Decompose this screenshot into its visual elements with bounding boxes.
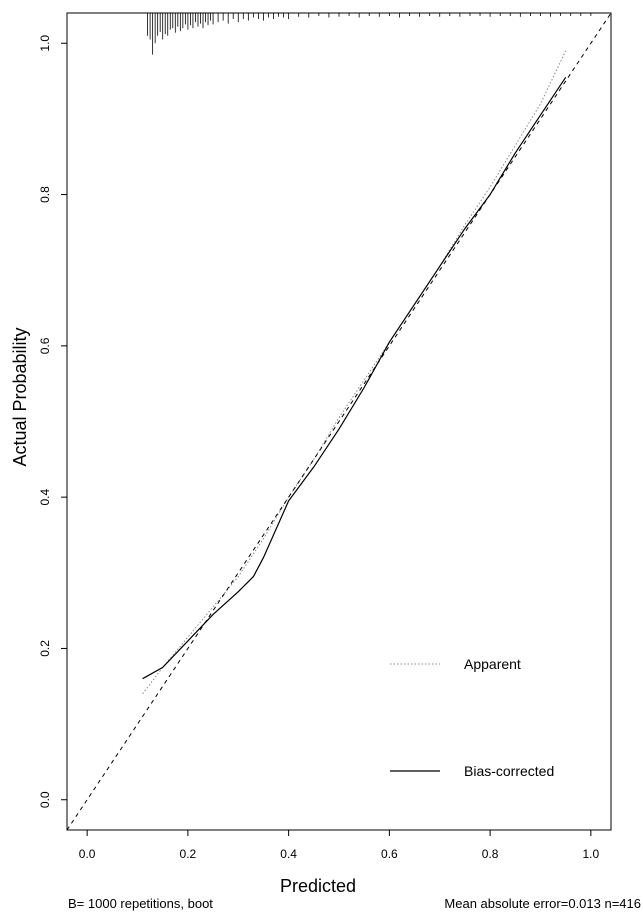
y-tick-label: 0.0 bbox=[38, 791, 52, 808]
footnote-error: Mean absolute error=0.013 n=416 bbox=[444, 896, 641, 911]
x-tick-label: 0.4 bbox=[280, 847, 297, 861]
legend-label-bias-corrected: Bias-corrected bbox=[464, 763, 554, 779]
series-line-reference-diagonal bbox=[66, 12, 612, 831]
y-axis: 0.0 0.2 0.4 0.6 0.8 1.0 bbox=[38, 35, 67, 808]
y-tick-label: 1.0 bbox=[38, 35, 52, 52]
y-tick-label: 0.4 bbox=[38, 488, 52, 505]
x-tick-label: 0.2 bbox=[180, 847, 197, 861]
y-axis-title: Actual Probability bbox=[10, 327, 30, 466]
x-axis: 0.0 0.2 0.4 0.6 0.8 1.0 bbox=[79, 830, 600, 861]
x-tick-label: 1.0 bbox=[583, 847, 600, 861]
series-line-apparent bbox=[142, 50, 567, 695]
rug-marks bbox=[147, 13, 592, 55]
x-tick-label: 0.6 bbox=[381, 847, 398, 861]
footnote-repetitions: B= 1000 repetitions, boot bbox=[68, 896, 213, 911]
y-tick-label: 0.6 bbox=[38, 337, 52, 354]
y-tick-label: 0.2 bbox=[38, 640, 52, 657]
legend: Apparent Bias-corrected bbox=[390, 656, 554, 779]
y-tick-label: 0.8 bbox=[38, 186, 52, 203]
x-axis-title: Predicted bbox=[280, 876, 356, 896]
legend-label-apparent: Apparent bbox=[464, 656, 521, 672]
x-tick-label: 0.8 bbox=[482, 847, 499, 861]
series-lines bbox=[66, 12, 612, 831]
x-tick-label: 0.0 bbox=[79, 847, 96, 861]
